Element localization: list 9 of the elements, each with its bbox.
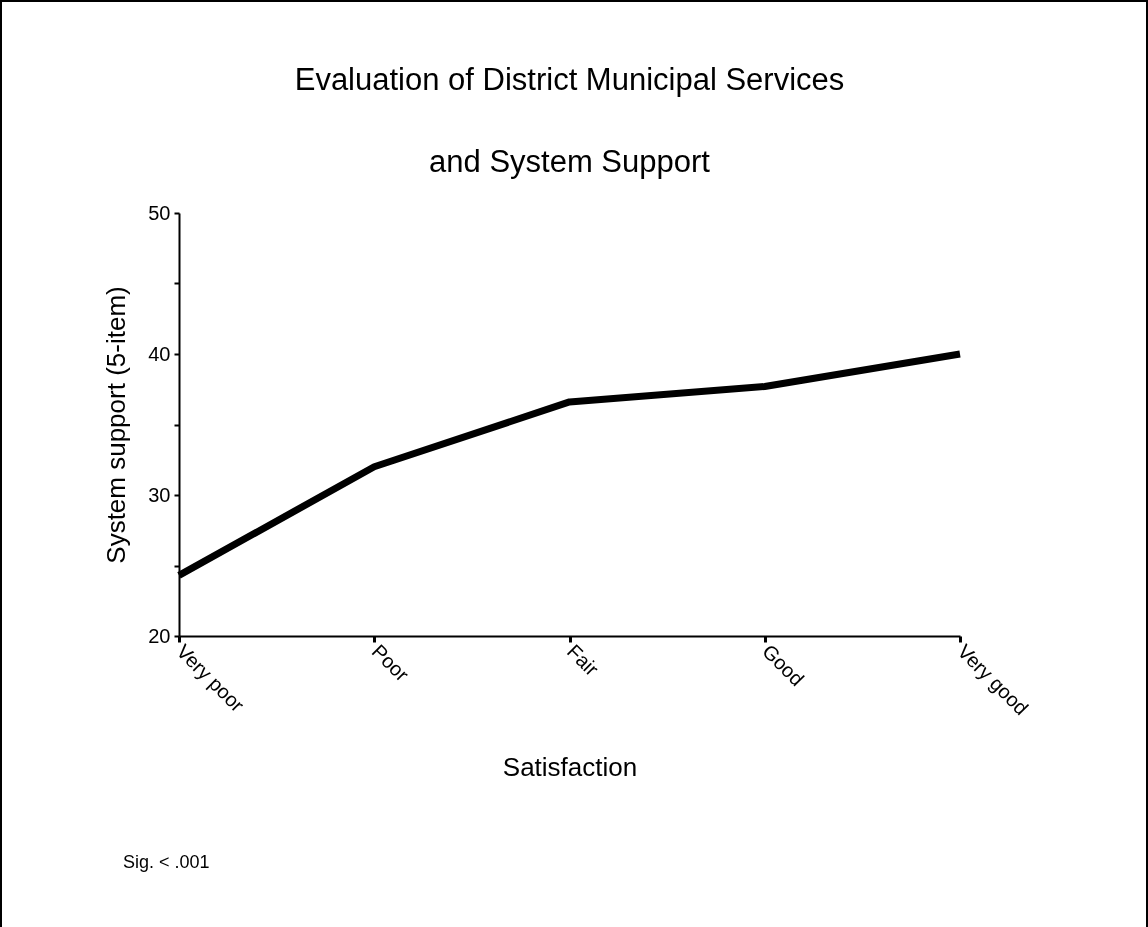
y-axis-title: System support (5-item) xyxy=(101,286,132,564)
y-tick-label: 30 xyxy=(148,483,171,506)
y-tick-label: 20 xyxy=(148,624,171,647)
x-axis-title: Satisfaction xyxy=(502,752,638,783)
x-tick-label: Fair xyxy=(562,640,604,681)
y-tick-label: 50 xyxy=(148,201,171,224)
y-tick-label: 40 xyxy=(148,342,171,365)
text: Sig. < .001 xyxy=(123,852,210,873)
chart-title: Evaluation of District Municipal Services and System Support xyxy=(294,62,845,179)
